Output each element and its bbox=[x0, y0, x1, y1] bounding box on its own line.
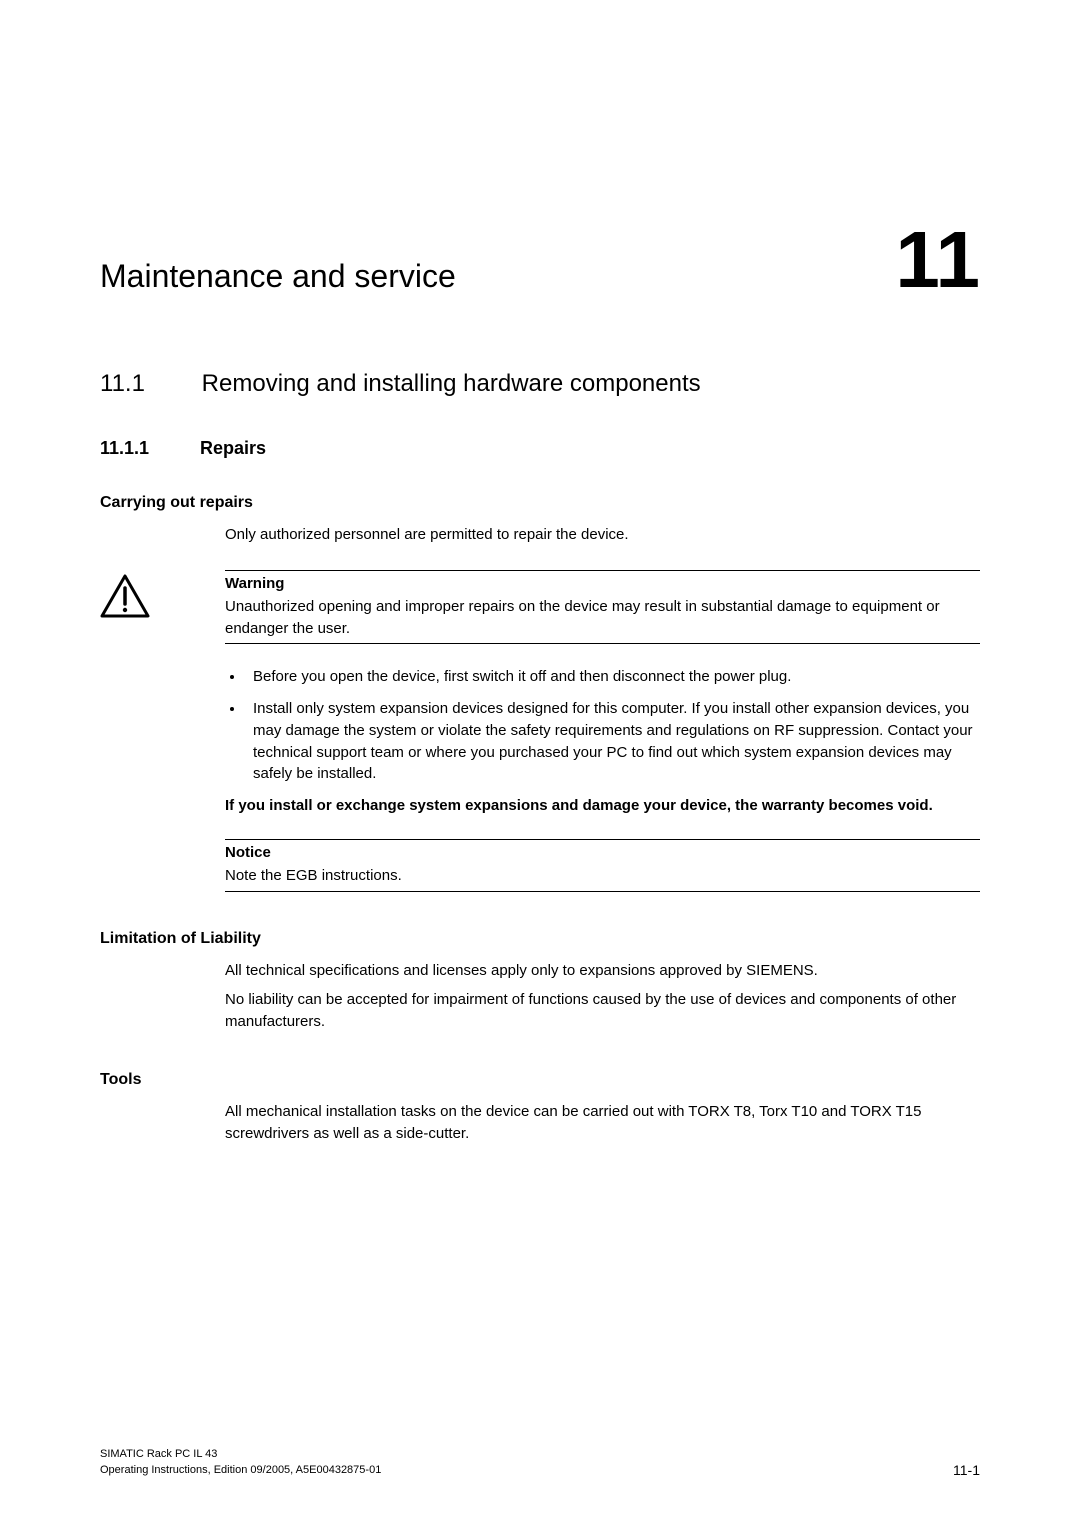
list-item: Before you open the device, first switch… bbox=[245, 666, 980, 688]
bullet-list: Before you open the device, first switch… bbox=[245, 666, 980, 785]
footer-left: SIMATIC Rack PC IL 43 Operating Instruct… bbox=[100, 1447, 381, 1478]
warning-label: Warning bbox=[225, 575, 980, 592]
page-footer: SIMATIC Rack PC IL 43 Operating Instruct… bbox=[100, 1447, 980, 1478]
liability-section: Limitation of Liability All technical sp… bbox=[100, 930, 980, 1033]
carrying-out-text: Only authorized personnel are permitted … bbox=[225, 524, 980, 546]
liability-text-1: All technical specifications and license… bbox=[225, 960, 980, 982]
chapter-title: Maintenance and service bbox=[100, 258, 456, 295]
carrying-out-heading: Carrying out repairs bbox=[100, 494, 980, 512]
liability-heading: Limitation of Liability bbox=[100, 930, 980, 948]
warning-text: Unauthorized opening and improper repair… bbox=[225, 596, 980, 640]
subsection-heading: 11.1.1 Repairs bbox=[100, 438, 980, 459]
chapter-number: 11 bbox=[895, 220, 980, 300]
notice-text: Note the EGB instructions. bbox=[225, 865, 980, 887]
section-number: 11.1 bbox=[100, 370, 195, 398]
liability-text-2: No liability can be accepted for impairm… bbox=[225, 989, 980, 1033]
separator bbox=[225, 643, 980, 644]
chapter-header: Maintenance and service 11 bbox=[100, 220, 980, 300]
page-number: 11-1 bbox=[953, 1462, 980, 1478]
warranty-note: If you install or exchange system expans… bbox=[225, 795, 980, 817]
warning-content: Warning Unauthorized opening and imprope… bbox=[225, 566, 980, 649]
separator bbox=[225, 570, 980, 571]
section-heading: 11.1 Removing and installing hardware co… bbox=[100, 370, 980, 398]
footer-edition: Operating Instructions, Edition 09/2005,… bbox=[100, 1463, 381, 1478]
warning-triangle-icon bbox=[100, 574, 150, 624]
tools-heading: Tools bbox=[100, 1071, 980, 1089]
tools-text: All mechanical installation tasks on the… bbox=[225, 1101, 980, 1145]
tools-section: Tools All mechanical installation tasks … bbox=[100, 1071, 980, 1145]
footer-product: SIMATIC Rack PC IL 43 bbox=[100, 1447, 381, 1462]
list-item: Install only system expansion devices de… bbox=[245, 698, 980, 785]
subsection-number: 11.1.1 bbox=[100, 438, 195, 459]
notice-block: Notice Note the EGB instructions. bbox=[225, 839, 980, 892]
warning-block: Warning Unauthorized opening and imprope… bbox=[100, 566, 980, 649]
separator bbox=[225, 839, 980, 840]
section-title: Removing and installing hardware compone… bbox=[202, 370, 701, 397]
separator bbox=[225, 891, 980, 892]
notice-label: Notice bbox=[225, 844, 980, 861]
subsection-title: Repairs bbox=[200, 438, 266, 458]
